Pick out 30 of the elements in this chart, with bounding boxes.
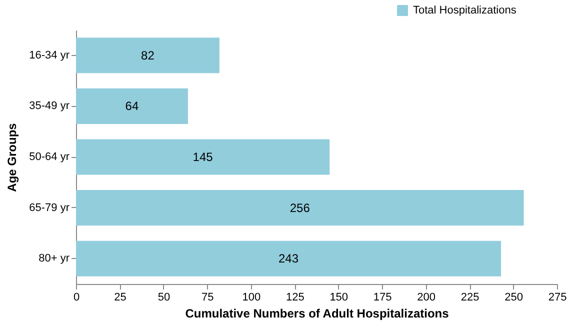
data-label: 256	[290, 200, 310, 215]
bar	[76, 240, 502, 276]
legend-label: Total Hospitalizations	[413, 4, 517, 16]
y-tick-label: 16-34 yr	[29, 49, 70, 62]
bar	[76, 88, 188, 124]
y-tick-label: 35-49 yr	[29, 100, 70, 112]
bar	[76, 38, 220, 74]
bar	[76, 190, 524, 226]
data-label: 82	[141, 48, 155, 62]
x-tick-label: 250	[504, 292, 523, 304]
x-axis-title: Cumulative Numbers of Adult Hospitalizations	[185, 306, 450, 320]
x-tick-label: 200	[417, 292, 436, 304]
x-tick-label: 75	[202, 292, 214, 304]
y-tick-label: 65-79 yr	[29, 202, 70, 214]
x-tick-label: 175	[373, 292, 392, 304]
y-tick-label: 80+ yr	[38, 252, 70, 265]
x-tick-label: 100	[242, 292, 261, 304]
x-tick-label: 25	[114, 292, 126, 304]
data-label: 243	[278, 252, 299, 266]
data-label: 145	[192, 150, 214, 164]
y-tick-label: 50-64 yr	[29, 151, 70, 163]
data-label: 64	[125, 99, 139, 114]
bar	[76, 139, 330, 175]
x-tick-label: 275	[548, 292, 567, 304]
x-tick-label: 225	[460, 292, 480, 304]
y-axis-title: Age Groups	[5, 122, 20, 192]
x-tick-label: 125	[286, 292, 304, 304]
x-tick-label: 150	[330, 292, 348, 304]
x-tick-label: 50	[158, 292, 170, 304]
x-tick-label: 0	[73, 292, 80, 304]
